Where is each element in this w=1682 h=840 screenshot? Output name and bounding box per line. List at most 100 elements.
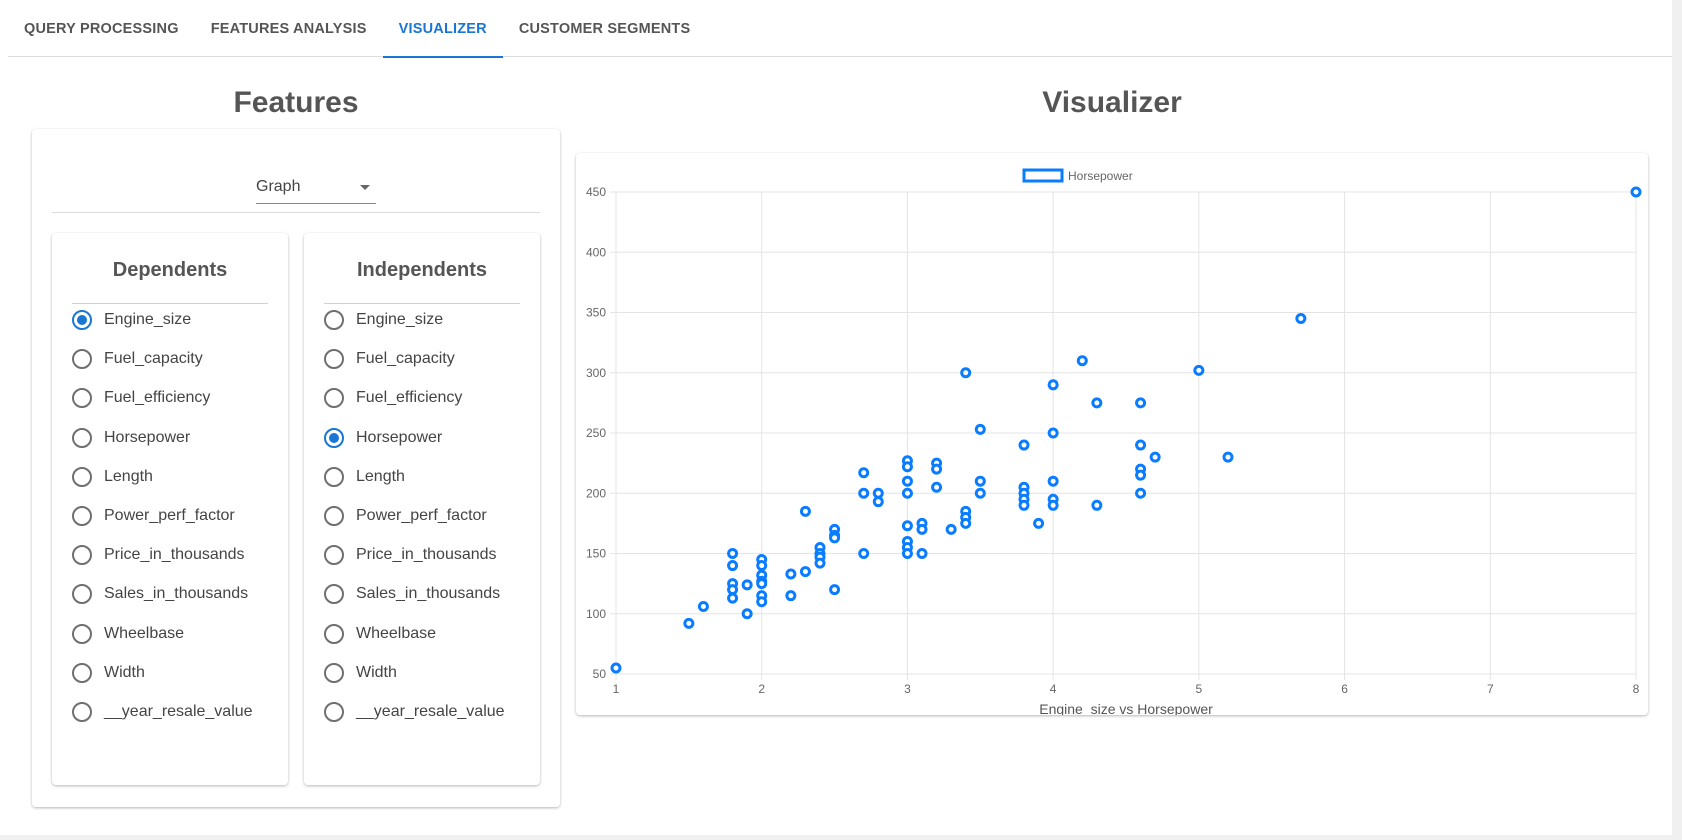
data-point [1135,469,1147,481]
tab-customer-segments[interactable]: CUSTOMER SEGMENTS [518,20,691,37]
dependents-option-fuel-efficiency[interactable]: Fuel_efficiency [72,383,210,413]
radio-icon[interactable] [324,702,344,722]
x-tick-label: 1 [613,682,620,696]
independents-option-year-resale-value[interactable]: __year_resale_value [324,697,505,727]
dependents-option-sales-in-thousands[interactable]: Sales_in_thousands [72,579,248,609]
radio-icon[interactable] [72,310,92,330]
data-point [901,520,913,532]
y-tick-label: 350 [586,306,606,320]
data-point [901,475,913,487]
radio-icon[interactable] [72,388,92,409]
independents-option-wheelbase[interactable]: Wheelbase [324,619,436,649]
data-point [1149,451,1161,463]
data-point [931,481,943,493]
data-point [960,367,972,379]
legend-label: Horsepower [1068,169,1133,183]
option-label: Horsepower [104,428,191,446]
option-label: Price_in_thousands [104,546,245,564]
dependents-option-width[interactable]: Width [72,658,145,688]
data-point [727,592,739,604]
independents-option-horsepower[interactable]: Horsepower [324,423,442,453]
dependents-option-year-resale-value[interactable]: __year_resale_value [72,697,253,727]
independents-option-sales-in-thousands[interactable]: Sales_in_thousands [324,579,500,609]
radio-icon[interactable] [72,506,92,526]
data-point [1033,517,1045,529]
radio-icon[interactable] [324,427,344,448]
option-label: __year_resale_value [356,703,505,720]
radio-icon[interactable] [72,623,92,644]
data-point [974,487,986,499]
independents-option-power-perf-factor[interactable]: Power_perf_factor [324,501,487,531]
radio-icon[interactable] [324,545,344,566]
independents-option-fuel-efficiency[interactable]: Fuel_efficiency [324,383,462,413]
dependents-option-power-perf-factor[interactable]: Power_perf_factor [72,501,235,531]
data-point [901,548,913,559]
data-point [610,662,622,674]
tab-features-analysis[interactable]: FEATURES ANALYSIS [210,20,367,37]
data-point [931,463,943,475]
option-label: Sales_in_thousands [104,585,249,603]
data-point [960,517,972,529]
independents-option-length[interactable]: Length [324,462,405,492]
data-point [756,560,768,572]
dependents-option-price-in-thousands[interactable]: Price_in_thousands [72,540,245,570]
independents-panel: Independents Engine_size Fuel_capacity Fue… [304,233,540,785]
radio-icon[interactable] [72,545,92,566]
independents-option-width[interactable]: Width [324,658,397,688]
dependents-option-engine-size[interactable]: Engine_size [72,305,191,335]
data-point [829,584,841,596]
option-label: Engine_size [104,311,192,328]
dependents-option-fuel-capacity[interactable]: Fuel_capacity [72,344,203,374]
dependents-option-wheelbase[interactable]: Wheelbase [72,619,184,649]
data-point [1630,186,1642,198]
data-point [1193,364,1205,376]
option-label: Width [104,663,145,681]
y-tick-label: 200 [586,486,606,500]
tab-visualizer[interactable]: VISUALIZER [382,0,504,58]
dependents-panel: Dependents Engine_size Fuel_capacity Fuel_… [52,233,288,785]
view-select[interactable]: Graph [256,174,376,204]
option-label: Power_perf_factor [104,507,235,524]
tab-query-processing[interactable]: QUERY PROCESSING [24,20,179,37]
x-tick-label: 7 [1487,682,1494,696]
radio-icon[interactable] [324,310,344,330]
radio-icon[interactable] [324,388,344,409]
independents-option-engine-size[interactable]: Engine_size [324,305,443,335]
radio-icon[interactable] [324,466,344,487]
radio-icon[interactable] [72,702,92,722]
radio-icon[interactable] [72,427,92,448]
independents-option-price-in-thousands[interactable]: Price_in_thousands [324,540,497,570]
radio-icon[interactable] [324,623,344,644]
option-label: Fuel_capacity [356,350,455,368]
data-point [858,467,870,479]
data-point [872,487,884,499]
radio-icon[interactable] [72,662,92,683]
data-point [683,617,695,629]
data-point [1135,487,1147,499]
data-point [858,487,870,499]
y-tick-label: 150 [586,547,606,561]
x-axis-label: Engine_size vs Horsepower [1039,701,1213,715]
x-tick-label: 2 [758,682,765,696]
data-point [799,505,811,517]
x-tick-label: 4 [1050,682,1057,696]
y-tick-label: 400 [586,245,606,259]
independents-option-fuel-capacity[interactable]: Fuel_capacity [324,344,455,374]
radio-icon[interactable] [324,349,344,370]
chart-card: 50 100 150 200 250 300 350 400 450 1 2 3 4 5 6 7 8 Engine… [576,153,1648,715]
radio-icon[interactable] [72,349,92,370]
data-point [785,590,797,602]
radio-icon[interactable] [324,506,344,526]
data-point [872,496,884,508]
data-point [1091,397,1103,409]
dependents-option-length[interactable]: Length [72,462,153,492]
data-point [901,487,913,499]
x-tick-label: 3 [904,682,911,696]
radio-icon[interactable] [324,662,344,683]
dependents-option-horsepower[interactable]: Horsepower [72,423,190,453]
option-label: Price_in_thousands [356,546,497,564]
radio-icon[interactable] [72,584,92,605]
data-point [829,532,841,544]
radio-icon[interactable] [72,466,92,487]
radio-icon[interactable] [324,584,344,605]
